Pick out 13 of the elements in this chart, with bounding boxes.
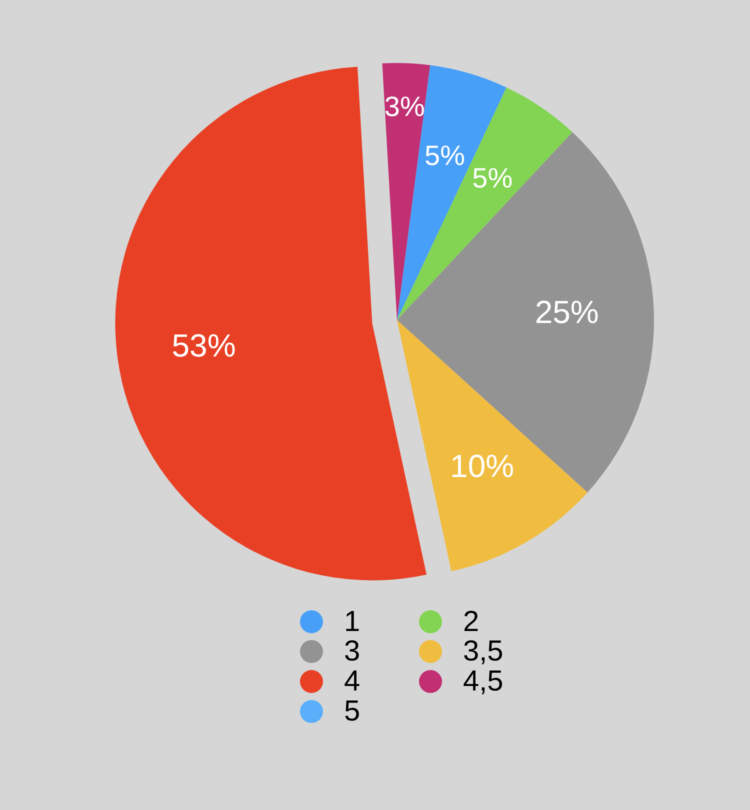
data-label: 5%: [424, 140, 465, 171]
legend-label: 4,5: [463, 666, 504, 698]
legend-label: 1: [344, 606, 360, 638]
data-label: 10%: [450, 448, 514, 484]
legend-label: 4: [344, 666, 360, 698]
data-label: 5%: [472, 162, 513, 194]
data-label: 25%: [534, 294, 599, 330]
legend-label: 3,5: [463, 636, 504, 668]
legend-label: 3: [344, 636, 360, 668]
data-label: 3%: [384, 90, 425, 122]
legend-label: 5: [344, 696, 360, 728]
legend-label: 2: [463, 606, 480, 638]
data-label: 53%: [172, 327, 236, 364]
